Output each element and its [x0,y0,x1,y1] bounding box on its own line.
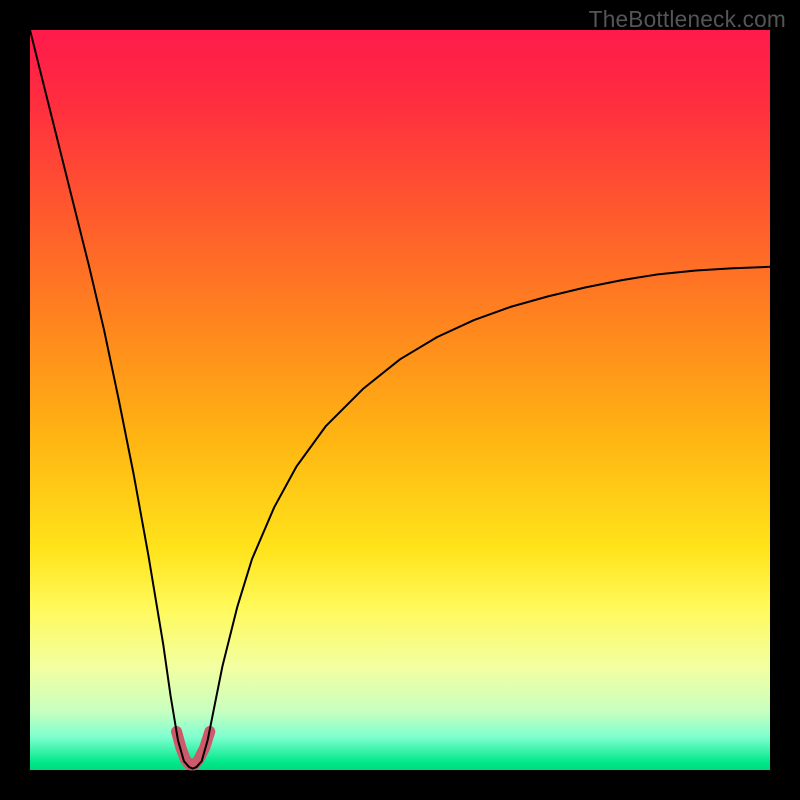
bottleneck-curve [30,30,770,769]
chart-svg-overlay [0,0,800,800]
chart-container: TheBottleneck.com [0,0,800,800]
